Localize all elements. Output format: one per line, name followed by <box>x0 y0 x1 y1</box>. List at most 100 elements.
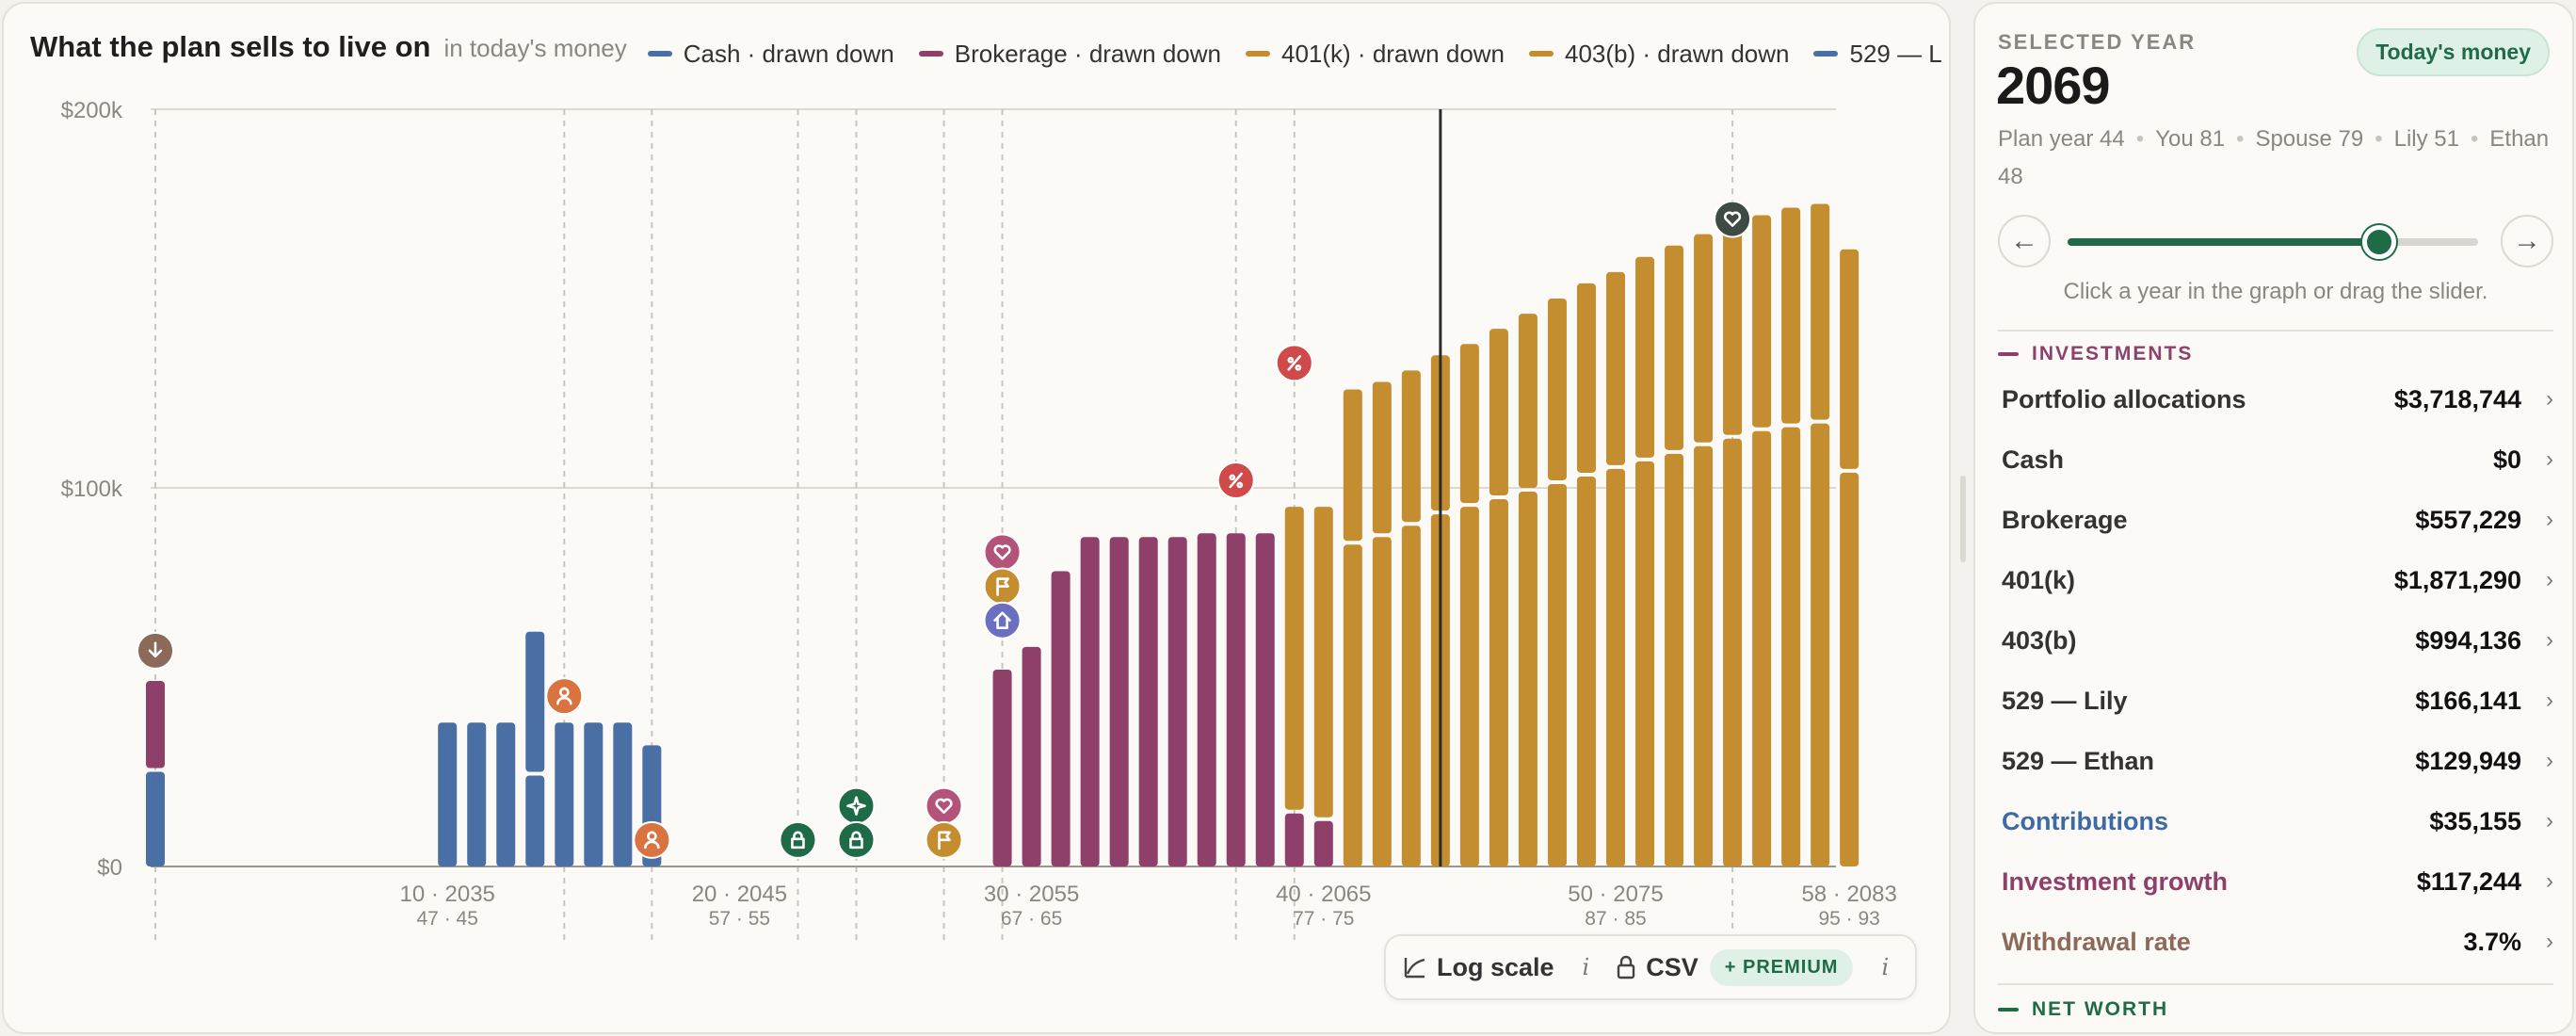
legend-item[interactable]: 529 — L <box>1813 40 1941 69</box>
bar-segment[interactable] <box>1518 314 1538 489</box>
panel-resize-handle[interactable] <box>1960 476 1966 562</box>
bar-segment[interactable] <box>1840 249 1860 469</box>
bar-segment[interactable] <box>1694 445 1714 866</box>
bar-segment[interactable] <box>1547 483 1567 866</box>
bar-segment[interactable] <box>1635 256 1655 458</box>
bar-segment[interactable] <box>438 722 458 866</box>
todays-money-badge[interactable]: Today's money <box>2357 28 2550 76</box>
bar-segment[interactable] <box>1459 344 1479 504</box>
year-slider[interactable] <box>2068 225 2478 259</box>
bar-segment[interactable] <box>1284 507 1304 810</box>
bar-segment[interactable] <box>1372 381 1392 534</box>
bar-segment[interactable] <box>1606 271 1625 465</box>
bar-segment[interactable] <box>1138 537 1158 866</box>
bar-segment[interactable] <box>584 722 604 866</box>
bar-segment[interactable] <box>146 681 165 769</box>
heart-icon[interactable] <box>1714 200 1752 238</box>
log-scale-toggle[interactable]: Log scale <box>1403 953 1554 982</box>
flag-icon[interactable] <box>983 567 1022 606</box>
bar-segment[interactable] <box>496 722 516 866</box>
bar-segment[interactable] <box>1723 222 1743 435</box>
percent-icon[interactable] <box>1275 344 1313 382</box>
bar-segment[interactable] <box>1401 370 1421 523</box>
bar-segment[interactable] <box>467 722 487 866</box>
bar-segment[interactable] <box>1694 234 1714 443</box>
bar-segment[interactable] <box>1489 329 1508 496</box>
investment-row[interactable]: Brokerage $557,229 › <box>2002 501 2553 539</box>
year-slider-knob[interactable] <box>2361 225 2396 259</box>
bar-segment[interactable] <box>1051 571 1071 866</box>
bar-segment[interactable] <box>1811 203 1830 420</box>
bar-segment[interactable] <box>1313 820 1333 866</box>
bar-segment[interactable] <box>146 771 165 867</box>
bar-segment[interactable] <box>1080 537 1100 866</box>
investments-section-header[interactable]: INVESTMENTS <box>1998 343 2193 365</box>
csv-info-icon[interactable]: i <box>1881 954 1890 980</box>
investment-row[interactable]: Contributions $35,155 › <box>2002 802 2553 840</box>
log-scale-info-icon[interactable]: i <box>1582 954 1590 980</box>
heart-icon[interactable] <box>925 786 963 825</box>
flag-icon[interactable] <box>925 820 963 859</box>
bar-segment[interactable] <box>525 775 545 866</box>
bar-segment[interactable] <box>1665 245 1684 450</box>
investment-row[interactable]: 401(k) $1,871,290 › <box>2002 561 2553 599</box>
bar-segment[interactable] <box>1576 283 1596 473</box>
bar-segment[interactable] <box>1606 468 1625 866</box>
investment-row[interactable]: Withdrawal rate 3.7% › <box>2002 923 2553 961</box>
prev-year-button[interactable]: ← <box>1998 215 2051 267</box>
investment-row[interactable]: Investment growth $117,244 › <box>2002 863 2553 900</box>
bar-segment[interactable] <box>1723 438 1743 866</box>
bar-segment[interactable] <box>1109 537 1129 866</box>
bar-segment[interactable] <box>1547 299 1567 480</box>
bar-segment[interactable] <box>1518 492 1538 866</box>
bar-segment[interactable] <box>1343 544 1362 866</box>
bar-segment[interactable] <box>1197 533 1216 866</box>
csv-export-button[interactable]: CSV <box>1616 953 1699 982</box>
person-icon[interactable] <box>633 820 671 859</box>
lock-icon[interactable] <box>779 820 817 859</box>
bar-segment[interactable] <box>1781 427 1801 866</box>
bar-segment[interactable] <box>1226 533 1246 866</box>
premium-badge[interactable]: + PREMIUM <box>1709 948 1854 986</box>
bar-segment[interactable] <box>525 631 545 772</box>
bar-segment[interactable] <box>1752 430 1772 866</box>
download-icon[interactable] <box>137 631 174 670</box>
bar-segment[interactable] <box>1022 646 1041 866</box>
next-year-button[interactable]: → <box>2501 215 2553 267</box>
net-worth-section-header[interactable]: NET WORTH <box>1998 998 2168 1021</box>
legend-item[interactable]: Cash · drawn down <box>647 40 894 69</box>
heart-icon[interactable] <box>983 533 1022 572</box>
investment-row[interactable]: 529 — Lily $166,141 › <box>2002 682 2553 720</box>
bar-segment[interactable] <box>1781 207 1801 424</box>
bar-segment[interactable] <box>1840 472 1860 866</box>
bar-segment[interactable] <box>1459 507 1479 866</box>
legend-item[interactable]: 403(b) · drawn down <box>1529 40 1789 69</box>
percent-icon[interactable] <box>1216 461 1255 499</box>
home-icon[interactable] <box>983 601 1022 639</box>
sparkle-icon[interactable] <box>837 786 876 825</box>
bar-segment[interactable] <box>992 669 1012 866</box>
bar-segment[interactable] <box>1313 507 1333 817</box>
bar-segment[interactable] <box>1635 461 1655 866</box>
bar-segment[interactable] <box>1372 537 1392 866</box>
investment-row[interactable]: 529 — Ethan $129,949 › <box>2002 742 2553 780</box>
legend-item[interactable]: Brokerage · drawn down <box>918 40 1221 69</box>
bar-segment[interactable] <box>1284 813 1304 866</box>
bar-segment[interactable] <box>1255 533 1275 866</box>
lock-icon[interactable] <box>837 820 876 859</box>
investment-row[interactable]: Portfolio allocations $3,718,744 › <box>2002 380 2553 418</box>
bar-segment[interactable] <box>1167 537 1187 866</box>
bar-segment[interactable] <box>1576 476 1596 866</box>
bar-segment[interactable] <box>1665 453 1684 866</box>
bar-segment[interactable] <box>1343 389 1362 542</box>
investment-row[interactable]: Cash $0 › <box>2002 441 2553 478</box>
investment-row[interactable]: 403(b) $994,136 › <box>2002 622 2553 659</box>
bar-segment[interactable] <box>555 722 574 866</box>
bar-segment[interactable] <box>1401 526 1421 866</box>
bar-segment[interactable] <box>613 722 633 866</box>
bar-segment[interactable] <box>1489 499 1508 866</box>
person-icon[interactable] <box>545 677 584 716</box>
bar-segment[interactable] <box>1811 423 1830 866</box>
bar-segment[interactable] <box>1752 215 1772 428</box>
